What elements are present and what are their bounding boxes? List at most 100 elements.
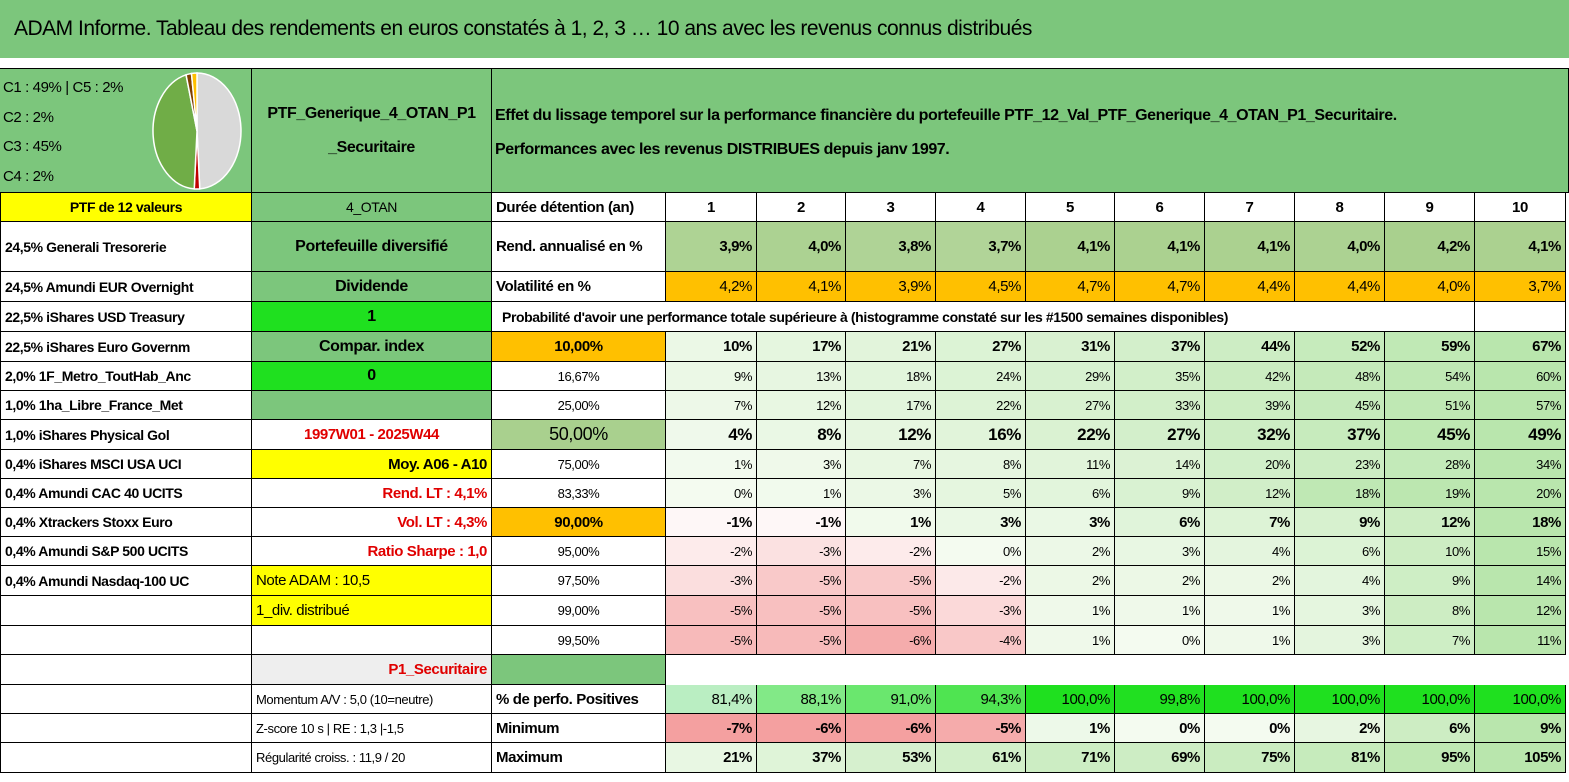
legend-entry: C1 : 49% | C5 : 2% [3, 79, 124, 96]
value-cell: 12% [846, 420, 936, 450]
quantile-label: 10,00% [492, 332, 666, 362]
value-cell: 9% [1385, 566, 1475, 596]
holding: 24,5% Amundi EUR Overnight [0, 272, 252, 302]
value-cell: 2% [1026, 537, 1115, 566]
value-cell: 4,0% [1295, 222, 1385, 272]
value-cell: 9% [1475, 714, 1566, 743]
info-cell: 1997W01 - 2025W44 [252, 420, 492, 450]
value-cell: 32% [1205, 420, 1295, 450]
row-label: Rend. annualisé en % [492, 222, 666, 272]
value-cell: 81,4% [666, 685, 757, 714]
holding: 1,0% 1ha_Libre_France_Met [0, 391, 252, 420]
value-cell: -6% [846, 714, 936, 743]
info-cell: Rend. LT : 4,1% [252, 479, 492, 508]
legend-entry: C3 : 45% [3, 138, 62, 155]
value-cell: 4% [666, 420, 757, 450]
value-cell: 1% [757, 479, 846, 508]
value-cell: 24% [936, 362, 1026, 391]
value-cell: -2% [666, 537, 757, 566]
value-cell: 10% [666, 332, 757, 362]
value-cell: 57% [1475, 391, 1566, 420]
value-cell: 7% [666, 391, 757, 420]
value-cell: 3,9% [666, 222, 757, 272]
value-cell: 51% [1385, 391, 1475, 420]
pie-chart [152, 72, 242, 190]
value-cell: 1% [1115, 596, 1205, 626]
value-cell: 11% [1475, 626, 1566, 655]
value-cell: 59% [1385, 332, 1475, 362]
value-cell: 3% [1115, 537, 1205, 566]
info-cell: 1 [252, 302, 492, 332]
value-cell: -2% [846, 537, 936, 566]
holding: 0,4% Xtrackers Stoxx Euro [0, 508, 252, 537]
value-cell: 95% [1385, 743, 1475, 773]
value-cell: 2% [1295, 714, 1385, 743]
value-cell: 27% [1115, 420, 1205, 450]
empty-cell [252, 626, 492, 655]
value-cell: -2% [936, 566, 1026, 596]
info-cell: Compar. index [252, 332, 492, 362]
value-cell: 1% [1026, 626, 1115, 655]
value-cell: 28% [1385, 450, 1475, 479]
quantile-label: 99,00% [492, 596, 666, 626]
value-cell: 34% [1475, 450, 1566, 479]
value-cell: 100,0% [1026, 685, 1115, 714]
year-header: 5 [1026, 193, 1115, 222]
holding: 0,4% iShares MSCI USA UCI [0, 450, 252, 479]
name-line: _Securitaire [328, 138, 415, 156]
value-cell: 48% [1295, 362, 1385, 391]
value-cell: 4,4% [1205, 272, 1295, 302]
value-cell: 44% [1205, 332, 1295, 362]
value-cell: 9% [1115, 479, 1205, 508]
value-cell: 4,7% [1115, 272, 1205, 302]
info-cell: Note ADAM : 10,5 [252, 566, 492, 596]
value-cell: 4,5% [936, 272, 1026, 302]
year-header: 3 [846, 193, 936, 222]
value-cell: 4,1% [1115, 222, 1205, 272]
value-cell: 17% [846, 391, 936, 420]
value-cell: 60% [1475, 362, 1566, 391]
row-label: Minimum [492, 714, 666, 743]
section-title: Probabilité d'avoir une performance tota… [492, 302, 1475, 332]
value-cell: 100,0% [1295, 685, 1385, 714]
holding: 22,5% iShares USD Treasury [0, 302, 252, 332]
value-cell: -5% [936, 714, 1026, 743]
empty-cell [0, 626, 252, 655]
value-cell: 2% [1205, 566, 1295, 596]
quantile-label: 75,00% [492, 450, 666, 479]
value-cell: 3,7% [936, 222, 1026, 272]
info-cell: Vol. LT : 4,3% [252, 508, 492, 537]
info-cell: Dividende [252, 272, 492, 302]
value-cell: 75% [1205, 743, 1295, 773]
value-cell: 3,7% [1475, 272, 1566, 302]
value-cell: 69% [1115, 743, 1205, 773]
value-cell: -3% [936, 596, 1026, 626]
value-cell: 6% [1295, 537, 1385, 566]
value-cell: 3% [757, 450, 846, 479]
value-cell: -5% [757, 596, 846, 626]
value-cell: 8% [1385, 596, 1475, 626]
info-cell: Régularité croiss. : 11,9 / 20 [252, 743, 492, 773]
year-header: 1 [666, 193, 757, 222]
value-cell: -1% [757, 508, 846, 537]
value-cell: 53% [846, 743, 936, 773]
holding: 22,5% iShares Euro Governm [0, 332, 252, 362]
value-cell: 18% [1475, 508, 1566, 537]
value-cell: 61% [936, 743, 1026, 773]
value-cell: 71% [1026, 743, 1115, 773]
value-cell: 94,3% [936, 685, 1026, 714]
value-cell: 3% [1295, 626, 1385, 655]
value-cell: 39% [1205, 391, 1295, 420]
year-header: 2 [757, 193, 846, 222]
value-cell: 4,1% [1026, 222, 1115, 272]
value-cell: 2% [1115, 566, 1205, 596]
value-cell: 35% [1115, 362, 1205, 391]
value-cell: 20% [1205, 450, 1295, 479]
value-cell: 42% [1205, 362, 1295, 391]
value-cell: 7% [846, 450, 936, 479]
value-cell: 1% [1205, 596, 1295, 626]
value-cell: 37% [1115, 332, 1205, 362]
value-cell: 12% [1205, 479, 1295, 508]
value-cell: 3% [936, 508, 1026, 537]
value-cell: 2% [1026, 566, 1115, 596]
